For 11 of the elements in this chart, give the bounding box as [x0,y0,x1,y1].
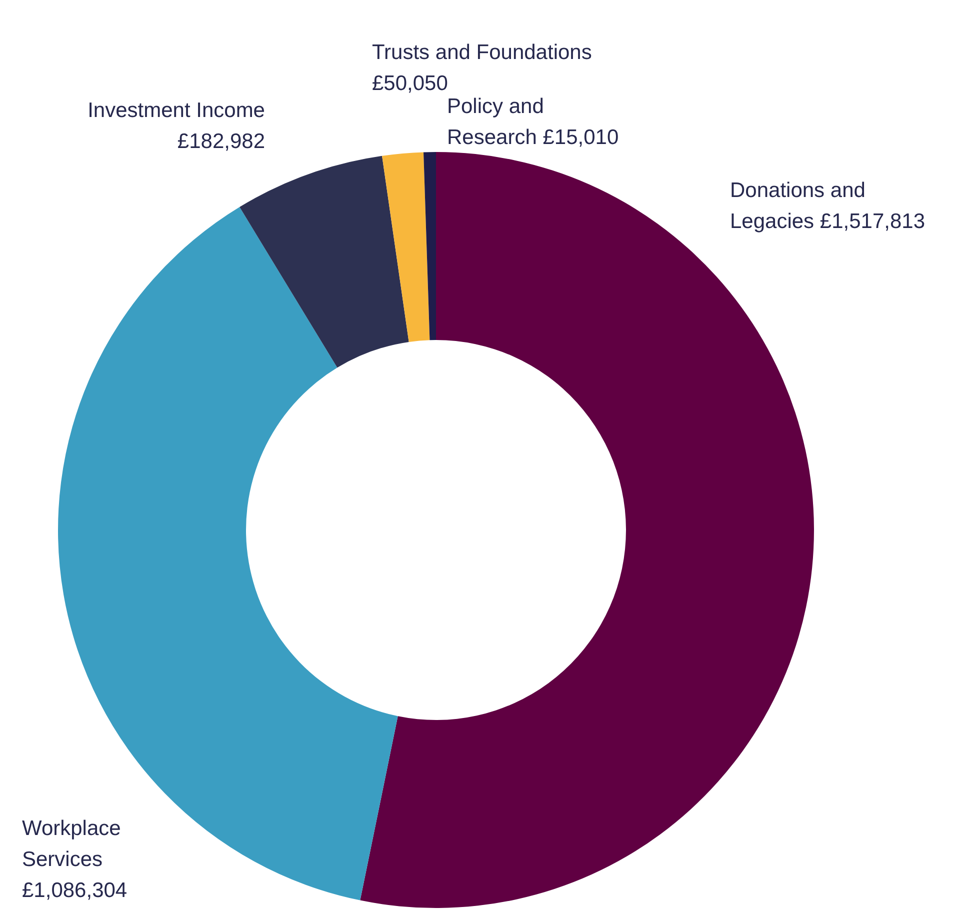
donut-slice [382,152,430,342]
slice-label: Workplace Services [22,817,121,871]
slice-label: Donations and Legacies £1,517,813 [730,179,925,233]
data-label: £1,086,304 [22,879,128,902]
donut-slice [424,152,436,340]
data-label: £182,982 [177,130,265,153]
slice-label: Policy and Research £15,010 [447,95,619,149]
donut-slice [240,156,409,368]
slice-label: Trusts and Foundations [372,41,592,64]
slice-label: Investment Income [88,99,265,122]
data-label: £50,050 [372,72,448,95]
